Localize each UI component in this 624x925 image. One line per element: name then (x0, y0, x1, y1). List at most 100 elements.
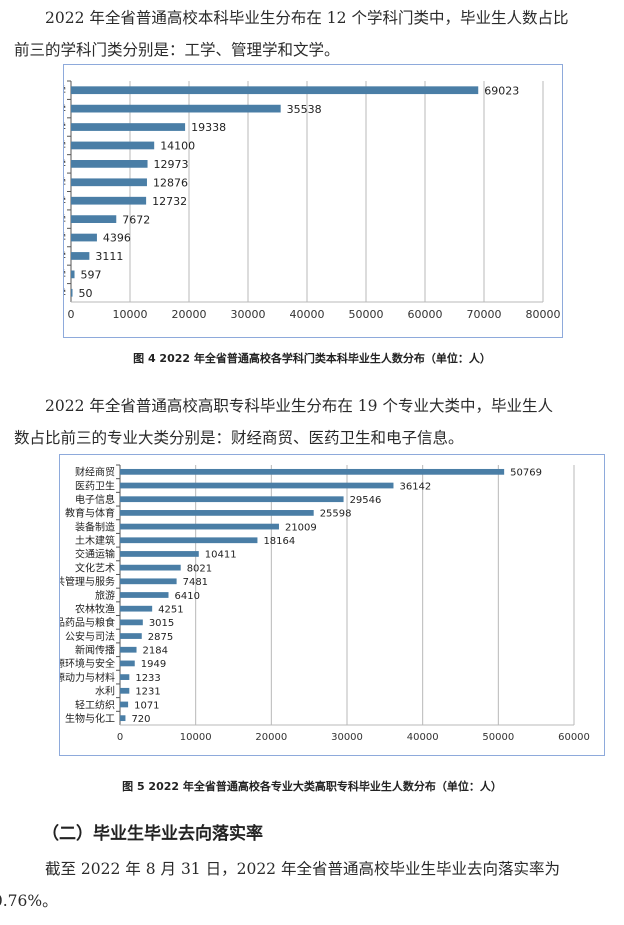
chart-2-category-label: 教育与体育 (65, 507, 115, 520)
figure-4-caption: 图 4 2022 年全省普通高校各学科门类本科毕业生人数分布（单位：人） (133, 352, 491, 365)
chart-1-category-label: 历史学 (64, 268, 66, 282)
chart-1-bar (71, 288, 73, 297)
chart-1-data-label: 12973 (154, 158, 189, 171)
chart-2-bar (120, 578, 177, 585)
chart-2-bar (120, 660, 135, 667)
chart-1-bar (71, 196, 147, 205)
figure-5-caption: 图 5 2022 年全省普通高校各专业大类高职专科毕业生人数分布（单位：人） (122, 780, 502, 793)
paragraph-2-line-1: 2022 年全省普通高校高职专科毕业生分布在 19 个专业大类中，毕业生人 (45, 397, 553, 415)
chart-1-x-tick-label: 0 (68, 308, 75, 321)
chart-2-x-tick-label: 30000 (331, 732, 363, 743)
chart-1-frame: 0 10000 20000 30000 40000 50000 60000 70000 8000… (63, 64, 563, 338)
chart-2-category-label: 资源环境与安全 (60, 657, 115, 670)
chart-1-category-label: 工学 (64, 83, 66, 97)
chart-2-category-label: 土木建筑 (75, 534, 115, 547)
chart-2-bar (120, 564, 181, 571)
chart-1-data-label: 19338 (191, 121, 226, 134)
chart-2-x-tick-label: 40000 (407, 732, 439, 743)
chart-2-category-label: 公安与司法 (65, 630, 115, 643)
chart-2: 0 10000 20000 30000 40000 50000 60000 财经商贸 50769… (60, 464, 590, 743)
chart-1-data-label: 7672 (122, 213, 150, 226)
chart-1-data-label: 12732 (152, 195, 187, 208)
chart-1-category-label: 法学 (64, 231, 66, 245)
chart-1-data-label: 4396 (103, 232, 131, 245)
chart-1-data-label: 597 (81, 269, 102, 282)
chart-2-data-label: 3015 (149, 618, 174, 629)
chart-2-bar (120, 496, 344, 503)
chart-2-data-label: 10411 (205, 550, 237, 561)
chart-1-data-label: 3111 (95, 250, 123, 263)
chart-1-data-label: 50 (79, 287, 93, 300)
chart-2-data-label: 21009 (285, 522, 317, 533)
chart-2-data-label: 2184 (143, 646, 168, 657)
chart-1-category-label: 理学 (64, 175, 66, 189)
chart-1-bar (71, 270, 75, 279)
chart-2-bar (120, 551, 199, 557)
chart-2-category-label: 新闻传播 (75, 644, 115, 657)
chart-1-x-tick-label: 60000 (408, 308, 443, 321)
chart-2-bar (120, 510, 314, 516)
chart-1-bar (71, 104, 281, 113)
chart-2-x-tick-label: 60000 (558, 732, 590, 743)
chart-1-data-label: 14100 (160, 140, 195, 153)
chart-2-category-label: 旅游 (95, 589, 115, 602)
chart-2-bar (120, 468, 505, 475)
chart-2-data-label: 1231 (135, 687, 160, 698)
chart-2-data-label: 36142 (399, 481, 431, 492)
chart-1-x-tick-label: 70000 (467, 308, 502, 321)
chart-2-data-label: 25598 (320, 509, 352, 520)
chart-2-bar (120, 633, 142, 639)
chart-2-category-label: 文化艺术 (75, 561, 115, 574)
chart-1-bar (71, 123, 186, 131)
chart-2-bar (120, 674, 130, 680)
chart-2-data-label: 4251 (158, 604, 183, 615)
chart-2-x-tick-label: 10000 (180, 732, 212, 743)
chart-2-data-label: 18164 (263, 536, 295, 547)
chart-2-data-label: 2875 (148, 632, 173, 643)
chart-2-category-label: 财经商贸 (75, 466, 115, 479)
chart-2-category-label: 轻工纺织 (75, 698, 115, 711)
chart-2-category-label: 水利 (95, 686, 115, 698)
chart-1-category-label: 文学 (64, 120, 66, 134)
chart-1-category-label: 农学 (64, 249, 66, 263)
chart-1-bar (71, 141, 155, 150)
chart-1-bar (71, 233, 97, 242)
paragraph-2-line-2: 数占比前三的专业大类分别是：财经商贸、医药卫生和电子信息。 (14, 429, 464, 447)
chart-1-data-label: 35538 (287, 103, 322, 116)
section-heading: （二）毕业生毕业去向落实率 (42, 824, 263, 844)
chart-1-x-tick-label: 30000 (231, 308, 266, 321)
chart-1-category-label: 教育学 (64, 212, 66, 226)
chart-1-category-label: 艺术学 (64, 157, 66, 171)
chart-1-bar (71, 160, 148, 168)
chart-1-bar (71, 215, 117, 223)
chart-1-bar (71, 86, 479, 95)
chart-1-bar (71, 178, 147, 187)
paragraph-3-line-2: 90.76%。 (0, 892, 58, 910)
chart-2-data-label: 6410 (175, 591, 200, 602)
chart-2-data-label: 7481 (183, 577, 208, 588)
chart-2-category-label: 电子信息 (75, 493, 115, 506)
chart-2-bar (120, 523, 279, 530)
chart-2-bar (120, 701, 129, 708)
chart-2-category-label: 装备制造 (75, 520, 115, 533)
chart-2-bar (120, 687, 130, 694)
chart-2-x-tick-label: 20000 (255, 732, 287, 743)
chart-2-category-label: 农林牧渔 (75, 602, 115, 615)
chart-2-category-label: 食品药品与粮食 (60, 616, 115, 629)
chart-1-x-tick-label: 80000 (526, 308, 561, 321)
chart-1-category-label: 经济学 (64, 194, 66, 208)
chart-1-x-tick-label: 50000 (349, 308, 384, 321)
chart-1-bar (71, 252, 90, 260)
chart-1-data-label: 69023 (484, 84, 519, 97)
chart-2-bar (120, 592, 169, 598)
chart-2-bar (120, 646, 137, 653)
chart-1-x-tick-label: 40000 (290, 308, 325, 321)
paragraph-2: 2022 年全省普通高校高职专科毕业生分布在 19 个专业大类中，毕业生人 数占… (14, 390, 610, 454)
chart-1-category-label: 哲学 (64, 286, 66, 300)
chart-1-category-label: 医学 (64, 139, 66, 153)
chart-1-x-tick-label: 10000 (113, 308, 148, 321)
paragraph-1-line-2: 前三的学科门类分别是：工学、管理学和文学。 (14, 41, 340, 59)
paragraph-3: 截至 2022 年 8 月 31 日，2022 年全省普通高校毕业生毕业去向落实… (0, 853, 610, 917)
chart-2-data-label: 720 (131, 714, 150, 725)
chart-2-bar (120, 715, 126, 722)
